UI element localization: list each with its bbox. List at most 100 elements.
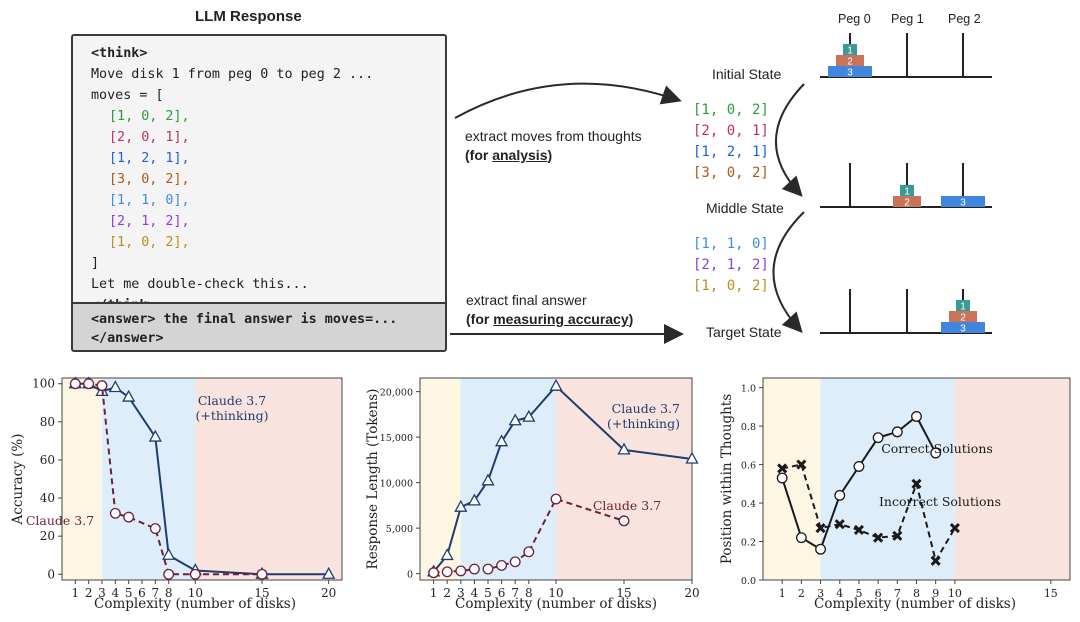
- answer-box: <answer> the final answer is moves=... <…: [71, 302, 447, 352]
- point-0-1: [795, 532, 807, 544]
- peg-1-label: Peg 1: [891, 12, 924, 26]
- x-axis-label: Complexity (number of disks): [94, 596, 296, 612]
- y-tick-label-0: 0.0: [741, 576, 756, 587]
- region-0: [62, 378, 102, 580]
- series-label-0-0: Claude 3.7: [198, 393, 266, 408]
- point-1-7: [189, 568, 201, 580]
- x-tick-label-7: 8: [165, 586, 173, 600]
- point-1-0: [777, 463, 788, 474]
- hanoi-disk-1-3: [941, 196, 985, 207]
- series-label-1-0: Claude 3.7: [593, 498, 661, 513]
- x-tick-label-0: 1: [430, 586, 438, 600]
- point-1-5: [496, 559, 508, 571]
- move-4: [1, 1, 0],: [109, 193, 190, 208]
- region-1: [460, 378, 556, 580]
- point-0-1: [440, 548, 454, 561]
- hanoi-disk-1-1: [900, 185, 914, 196]
- x-tick-label-0: 1: [779, 587, 786, 600]
- point-0-3: [467, 493, 481, 506]
- y-tick-label-0: 0: [47, 567, 55, 581]
- move-2: [1, 2, 1],: [109, 151, 190, 166]
- x-tick-label-3: 4: [471, 586, 479, 600]
- point-1-4: [482, 563, 494, 575]
- point-1-8: [256, 568, 268, 580]
- x-tick-label-6: 7: [894, 587, 901, 600]
- x-tick-label-6: 7: [511, 586, 519, 600]
- y-tick-label-2: 0.4: [741, 499, 756, 510]
- x-tick-label-2: 3: [817, 587, 824, 600]
- point-1-3: [468, 563, 480, 575]
- series-label-0-1: (+thinking): [607, 416, 680, 431]
- extracted-move-0: [1, 0, 2]: [693, 102, 769, 118]
- region-1: [820, 378, 955, 580]
- y-tick-label-3: 15,000: [380, 433, 413, 444]
- point-1-8: [550, 493, 562, 505]
- point-1-1: [441, 566, 453, 578]
- x-tick-label-4: 5: [484, 586, 492, 600]
- series-line-1: [433, 497, 625, 574]
- y-tick-label-0: 0: [407, 570, 413, 581]
- y-tick-label-2: 10,000: [380, 479, 413, 490]
- point-0-6: [891, 426, 903, 438]
- x-tick-label-5: 6: [875, 587, 882, 600]
- point-0-0: [776, 472, 788, 484]
- y-axis-label: Response Length (Tokens): [365, 389, 381, 570]
- x-tick-label-9: 10: [948, 587, 962, 600]
- y-tick-label-1: 20: [40, 529, 55, 543]
- x-tick-label-4: 5: [125, 586, 133, 600]
- series-line-1: [75, 382, 262, 576]
- arrow-middle-to-target: [772, 211, 805, 333]
- extracted-move-3: [3, 0, 2]: [693, 165, 769, 181]
- point-1-5: [873, 532, 884, 543]
- extract-answer-note: (for measuring accuracy): [466, 311, 634, 327]
- y-tick-label-5: 100: [32, 377, 55, 391]
- point-1-4: [123, 511, 135, 523]
- hanoi-disk-label-0-1: 1: [847, 46, 853, 57]
- hanoi-disk-label-0-3: 3: [847, 68, 853, 79]
- extracted-move-1: [2, 0, 1]: [693, 123, 769, 139]
- hanoi-disk-1-2: [893, 196, 921, 207]
- point-1-8: [930, 555, 941, 566]
- move-0: [1, 0, 2],: [109, 109, 190, 124]
- hanoi-disk-2-3: [941, 322, 985, 333]
- middle-state-label: Middle State: [706, 200, 784, 216]
- region-2: [954, 378, 1070, 580]
- point-1-7: [523, 546, 535, 558]
- point-1-3: [109, 507, 121, 519]
- point-1-9: [949, 522, 960, 534]
- point-1-5: [149, 523, 161, 534]
- point-1-2: [815, 522, 826, 534]
- x-tick-label-6: 7: [152, 586, 160, 600]
- point-0-5: [495, 434, 509, 447]
- series-label-0-0: Claude 3.7: [612, 401, 680, 416]
- hanoi-disk-0-3: [828, 66, 872, 77]
- y-tick-label-1: 5,000: [386, 524, 413, 535]
- point-0-6: [508, 413, 522, 426]
- x-tick-label-8: 10: [548, 586, 563, 600]
- x-tick-label-7: 8: [525, 586, 533, 600]
- point-1-1: [83, 378, 95, 390]
- position-chart: 1 2 3 4 5 6 7 8 9 10 15 0.0 0.2 0.4 0.6 0.8 1.0 Complexit…: [719, 377, 1071, 612]
- answer-line-2: </answer>: [91, 331, 164, 346]
- point-0-3: [108, 380, 122, 393]
- point-0-7: [522, 409, 536, 422]
- point-0-10: [685, 451, 699, 464]
- accuracy-chart: 1 2 3 4 5 6 7 8 10 15 20 0 20 40 60 80 100 Complexity (nu…: [10, 376, 343, 612]
- initial-state-label: Initial State: [712, 66, 782, 82]
- point-1-7: [911, 478, 922, 489]
- point-0-4: [481, 473, 495, 486]
- think-box: <think> Move disk 1 from peg 0 to peg 2 …: [71, 34, 447, 313]
- extracted-move-0: [1, 1, 0]: [693, 236, 769, 252]
- hanoi-disk-label-0-2: 2: [847, 57, 853, 68]
- x-tick-label-10: 15: [1044, 587, 1058, 600]
- point-1-1: [796, 459, 807, 470]
- region-0: [420, 378, 461, 580]
- x-tick-label-1: 2: [85, 586, 93, 600]
- move-6: [1, 0, 2],: [109, 235, 190, 250]
- x-tick-label-5: 6: [138, 586, 146, 600]
- extract-answer-label: extract final answer: [466, 292, 587, 308]
- hanoi-disk-label-2-1: 1: [960, 302, 966, 313]
- series-line-1: [781, 463, 956, 564]
- point-1-6: [163, 568, 175, 580]
